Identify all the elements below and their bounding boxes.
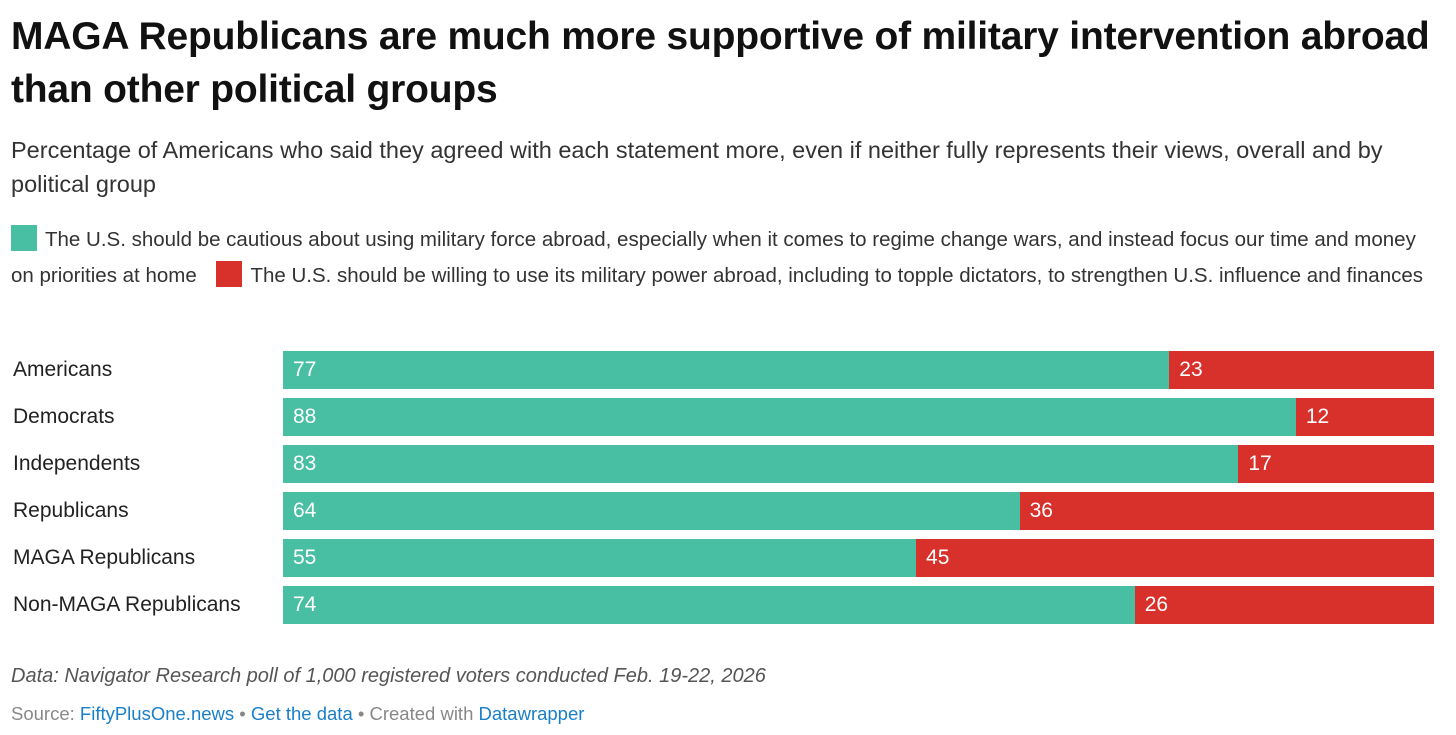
- bar-cautious: [283, 398, 1296, 436]
- data-note: Data: Navigator Research poll of 1,000 r…: [11, 665, 766, 687]
- bar-cautious: [283, 492, 1020, 530]
- data-label-cautious: 55: [293, 546, 317, 569]
- bar-willing: [1134, 586, 1434, 624]
- legend-item-cautious: The U.S. should be cautious about using …: [11, 225, 1416, 287]
- data-label-willing: 45: [926, 546, 950, 569]
- source-line: Source: FiftyPlusOne.news • Get the data…: [11, 703, 584, 725]
- legend-swatch-cautious: [11, 225, 37, 251]
- get-data-link[interactable]: Get the data: [250, 703, 353, 724]
- bar-willing: [1169, 351, 1434, 389]
- legend-label-cautious: The U.S. should be cautious about using …: [11, 228, 1416, 287]
- row-label: Republicans: [13, 499, 129, 522]
- legend-item-willing: The U.S. should be willing to use its mi…: [216, 261, 1424, 287]
- row-label: Democrats: [13, 405, 115, 428]
- legend: The U.S. should be cautious about using …: [11, 222, 1441, 294]
- created-with-label: Created with: [369, 703, 474, 724]
- data-label-cautious: 83: [293, 452, 317, 475]
- data-label-cautious: 64: [293, 499, 317, 522]
- data-label-willing: 12: [1305, 405, 1330, 428]
- bar-willing: [1019, 492, 1434, 530]
- bar-cautious: [283, 586, 1135, 624]
- data-label-cautious: 77: [293, 358, 317, 381]
- chart-subtitle: Percentage of Americans who said they ag…: [11, 137, 1383, 197]
- row-label: Independents: [13, 452, 141, 475]
- datawrapper-link[interactable]: Datawrapper: [478, 703, 585, 724]
- data-label-willing: 23: [1179, 358, 1203, 381]
- source-label: Source:: [11, 703, 75, 724]
- bar-willing: [1238, 445, 1434, 483]
- bar-cautious: [283, 351, 1170, 389]
- bar-willing: [916, 539, 1434, 577]
- separator: •: [239, 703, 246, 724]
- data-label-willing: 36: [1029, 499, 1053, 522]
- data-label-cautious: 74: [293, 593, 317, 616]
- legend-swatch-willing: [216, 261, 243, 287]
- bar-cautious: [283, 539, 917, 577]
- separator: •: [357, 703, 365, 724]
- chart-title: MAGA Republicans are much more supportiv…: [11, 15, 1430, 111]
- row-label: Americans: [13, 358, 113, 381]
- source-link[interactable]: FiftyPlusOne.news: [79, 703, 235, 724]
- bar-cautious: [283, 445, 1239, 483]
- bar-willing: [1295, 398, 1434, 436]
- row-label: Non-MAGA Republicans: [13, 593, 241, 616]
- data-label-cautious: 88: [293, 405, 317, 428]
- legend-label-willing: The U.S. should be willing to use its mi…: [250, 264, 1424, 287]
- data-label-willing: 26: [1144, 593, 1169, 616]
- data-label-willing: 17: [1248, 452, 1272, 475]
- row-label: MAGA Republicans: [13, 546, 196, 569]
